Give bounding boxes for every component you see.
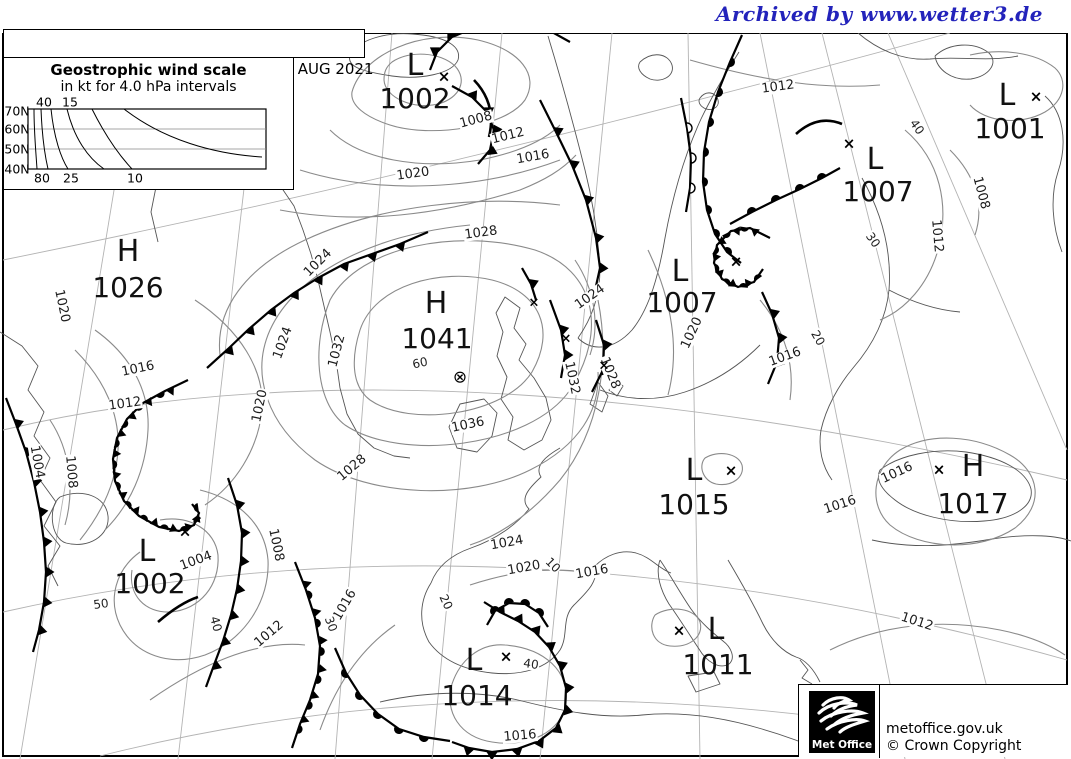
met-office-logo: Met Office	[809, 691, 875, 753]
isobar-label: 1012	[928, 217, 946, 255]
pressure-center-letter: H	[961, 449, 985, 484]
warm-front	[333, 647, 451, 743]
wind-scale-top-labels: 15	[62, 94, 78, 110]
pressure-center-value: 1002	[114, 567, 186, 600]
latlon-label: 50	[91, 596, 111, 612]
wind-scale-subtitle: in kt for 4.0 hPa intervals	[60, 79, 237, 95]
coast-bothnia	[819, 177, 890, 481]
cold-front	[4, 397, 55, 653]
credit-copyright: © Crown Copyright	[886, 738, 1022, 754]
coast-balkans	[727, 559, 821, 685]
coast-black-sea	[877, 450, 1032, 522]
coast-finland	[888, 289, 961, 313]
pressure-center-letter: L	[998, 78, 1016, 113]
credit-divider	[879, 685, 880, 758]
pressure-center-cross-mark: ×	[842, 134, 856, 153]
coast-italy	[657, 559, 733, 667]
pressure-center-mark: ⊗	[452, 367, 468, 388]
analysis-title-box: Analysis chart valid 12 UTC TUE 31 AUG 2…	[3, 29, 374, 78]
occluded-front	[712, 226, 771, 289]
pressure-center-cross-mark: ×	[932, 460, 946, 479]
warm-front	[729, 167, 841, 225]
coast-baltic	[599, 344, 761, 399]
pressure-center-cross-mark: ×	[437, 67, 451, 86]
cold-front	[451, 601, 575, 759]
pressure-center-letter: L	[685, 453, 703, 488]
pressure-center-value: 1002	[379, 82, 451, 115]
latlon-label: 60	[410, 354, 430, 372]
isobar-label: 1008	[62, 453, 80, 491]
coast-caspian	[1044, 95, 1064, 253]
wind-scale-diagram	[27, 108, 267, 170]
coast-white-sea	[934, 44, 994, 80]
wind-scale-lat-labels: 40N	[4, 161, 30, 177]
front-cross-mark: ×	[528, 295, 540, 311]
coast-great-britain	[495, 296, 552, 451]
latlon-label: 40	[521, 656, 541, 672]
cold-front	[521, 267, 539, 301]
pressure-center-cross-mark: ×	[499, 647, 513, 666]
pressure-center-value: 1015	[658, 488, 730, 521]
wind-scale-lat-labels: 70N	[4, 103, 30, 119]
latlon-label: 40	[207, 614, 225, 634]
credit-url: metoffice.gov.uk	[886, 721, 1003, 737]
cold-front	[206, 230, 429, 369]
pressure-center-value: 1007	[646, 286, 718, 319]
trough-line	[157, 595, 199, 623]
pressure-center-value: 1014	[441, 679, 513, 712]
pressure-center-value: 1007	[842, 175, 914, 208]
pressure-center-letter: L	[866, 142, 884, 177]
pressure-center-letter: L	[671, 254, 689, 289]
wind-scale-lat-labels: 60N	[4, 121, 30, 137]
geostrophic-wind-scale-box: Geostrophic wind scale in kt for 4.0 hPa…	[3, 57, 294, 190]
pressure-center-cross-mark: ×	[1029, 87, 1043, 106]
trough-line	[473, 79, 493, 138]
wind-scale-top-labels: 40	[36, 94, 52, 110]
front-cross-mark: ×	[598, 358, 610, 374]
coast-sicily	[687, 671, 721, 693]
pressure-center-value: 1001	[974, 112, 1046, 145]
met-office-waves-icon	[817, 696, 871, 734]
pressure-center-value: 1026	[92, 271, 164, 304]
wind-scale-bottom-labels: 10	[127, 170, 143, 186]
wind-scale-bottom-labels: 25	[63, 170, 79, 186]
cold-front	[760, 291, 788, 385]
pressure-center-value: 1041	[401, 322, 473, 355]
pressure-center-cross-mark: ×	[178, 522, 192, 541]
pressure-center-cross-mark: ×	[672, 621, 686, 640]
coast-turkey	[871, 535, 1071, 547]
pressure-center-letter: L	[707, 612, 725, 647]
coast-west-europe	[430, 447, 561, 584]
wind-scale-title: Geostrophic wind scale	[50, 61, 247, 79]
cold-front	[539, 99, 609, 296]
trough-line	[795, 119, 843, 135]
pressure-center-cross-mark: ×	[724, 461, 738, 480]
pressure-center-value: 1011	[682, 648, 754, 681]
archived-by-text: Archived by www.wetter3.de	[715, 2, 1043, 26]
pressure-center-letter: H	[116, 234, 140, 269]
front-cross-mark: ×	[560, 331, 572, 347]
pressure-center-cross-mark: ×	[729, 252, 743, 271]
pressure-center-value: 1017	[937, 487, 1009, 520]
credit-box: Met Office metoffice.gov.uk © Crown Copy…	[798, 684, 1068, 758]
pressure-center-letter: H	[424, 286, 448, 321]
coast-iceland	[349, 33, 460, 78]
pressure-center-letter: L	[138, 534, 156, 569]
isobar-label: 1016	[501, 727, 539, 745]
upper-warm-front	[679, 97, 697, 213]
pressure-center-letter: L	[406, 48, 424, 83]
occluded-front	[290, 561, 328, 749]
met-office-logo-text: Met Office	[811, 739, 873, 751]
wind-scale-bottom-labels: 80	[34, 170, 50, 186]
wind-scale-lat-labels: 50N	[4, 141, 30, 157]
cold-front	[204, 477, 251, 688]
warm-front	[486, 598, 549, 628]
pressure-center-letter: L	[465, 643, 483, 678]
banner: Archived by www.wetter3.de	[0, 0, 1071, 33]
